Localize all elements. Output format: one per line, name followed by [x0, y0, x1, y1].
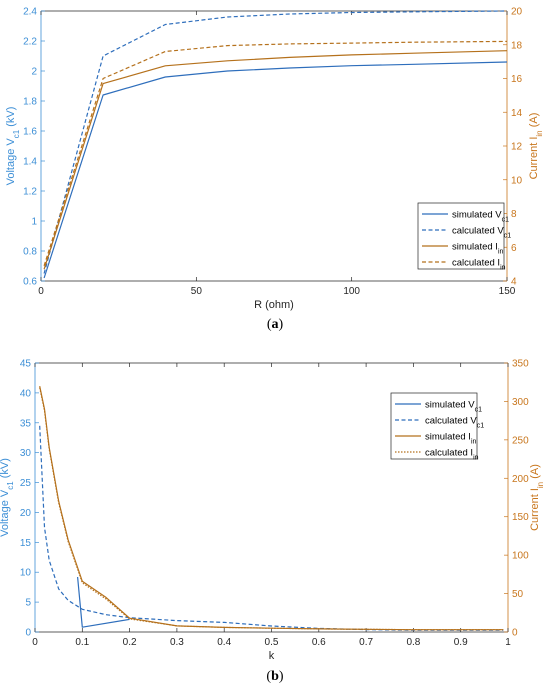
y-left-tick-label: 0 [25, 628, 31, 639]
x-tick-label: 0.7 [359, 637, 373, 648]
chart-panel-b: 0 0.1 0.2 0.3 0.4 0.5 0.6 0.7 0.8 0.9 105101520253… [0, 359, 545, 663]
y-axis-label-left: Voltage Vc1 (kV) [0, 458, 15, 537]
y-axis-label-left: Voltage Vc1 (kV) [5, 107, 21, 186]
legend-entry-0: simulated Vc1 [452, 210, 509, 224]
y-right-tick-label: 0 [512, 628, 518, 639]
y-right-tick-label: 300 [512, 397, 529, 408]
y-right-tick-label: 100 [512, 551, 529, 562]
y-left-tick-label: 2.2 [23, 37, 37, 48]
x-tick-label: 0.8 [406, 637, 420, 648]
legend-entry-2: simulated Iin [425, 432, 476, 446]
x-tick-label: 0.2 [123, 637, 137, 648]
y-right-tick-label: 200 [512, 474, 529, 485]
series-line-2 [43, 50, 508, 270]
x-tick-label: 1 [505, 637, 511, 648]
y-left-tick-label: 5 [25, 598, 31, 609]
y-right-tick-label: 6 [511, 243, 517, 254]
y-left-tick-label: 1.2 [23, 187, 37, 198]
y-left-tick-label: 40 [20, 388, 32, 399]
x-tick-label: 0.4 [217, 637, 231, 648]
series-line-0 [77, 576, 130, 628]
y-left-tick-label: 1.4 [23, 157, 37, 168]
legend-entry-2: simulated Iin [452, 242, 503, 256]
chart-panel-a: 0 50 100 150 0.6 0.8 1 1.2 1.4 1.6 1.8 2 2.2 2.4 4 6 8 10… [5, 7, 544, 312]
y-right-tick-label: 18 [511, 40, 523, 51]
y-left-tick-label: 2 [31, 67, 37, 78]
x-axis-label: k [269, 650, 275, 662]
x-tick-label: 0 [32, 637, 38, 648]
y-left-tick-label: 30 [20, 448, 32, 459]
caption-b: (b) [266, 669, 284, 684]
y-left-tick-label: 1.8 [23, 97, 37, 108]
x-tick-label: 150 [499, 286, 516, 297]
legend-entry-1: calculated Vc1 [452, 226, 511, 240]
series-line-1 [39, 425, 504, 631]
y-left-tick-label: 2.4 [23, 7, 37, 18]
y-left-tick-label: 10 [20, 568, 32, 579]
y-right-tick-label: 10 [511, 175, 523, 186]
x-tick-label: 0.6 [312, 637, 326, 648]
legend: simulated Vc1 calculated Vc1 simulated Iin… [390, 392, 484, 462]
y-left-tick-label: 1.6 [23, 127, 37, 138]
x-tick-label: 0 [38, 286, 44, 297]
y-left-tick-label: 20 [20, 508, 32, 519]
y-right-tick-label: 12 [511, 142, 523, 153]
legend: simulated Vc1 calculated Vc1 simulated Iin… [417, 202, 511, 272]
y-right-tick-label: 14 [511, 108, 523, 119]
y-left-tick-label: 35 [20, 418, 32, 429]
y-right-tick-label: 250 [512, 435, 529, 446]
y-left-tick-label: 0.8 [23, 247, 37, 258]
x-axis-label: R (ohm) [254, 299, 294, 311]
y-right-tick-label: 20 [511, 7, 523, 18]
y-axis-label-right: Current Iin (A) [529, 464, 545, 531]
y-right-tick-label: 16 [511, 74, 523, 85]
series-line-3 [43, 40, 508, 266]
series-line-1 [43, 10, 508, 274]
x-tick-label: 0.5 [265, 637, 279, 648]
y-left-tick-label: 0.6 [23, 277, 37, 288]
y-right-tick-label: 350 [512, 359, 529, 370]
series-line-0 [43, 61, 508, 279]
legend-entry-0: simulated Vc1 [425, 400, 482, 414]
y-left-tick-label: 25 [20, 478, 32, 489]
x-tick-label: 50 [191, 286, 203, 297]
legend-entry-1: calculated Vc1 [425, 416, 484, 430]
y-left-tick-label: 15 [20, 538, 32, 549]
y-left-tick-label: 45 [20, 359, 32, 370]
y-right-tick-label: 150 [512, 512, 529, 523]
legend-entry-3: calculated Iin [452, 258, 506, 272]
x-tick-label: 100 [343, 286, 360, 297]
legend-entry-3: calculated Iin [425, 448, 479, 462]
y-axis-label-right: Current Iin (A) [528, 113, 544, 180]
y-right-tick-label: 50 [512, 589, 524, 600]
y-left-tick-label: 1 [31, 217, 37, 228]
x-tick-label: 0.9 [454, 637, 468, 648]
caption-a: (a) [266, 317, 284, 332]
y-right-tick-label: 8 [511, 209, 517, 220]
x-tick-label: 0.1 [75, 637, 89, 648]
y-right-tick-label: 4 [511, 277, 517, 288]
x-tick-label: 0.3 [170, 637, 184, 648]
